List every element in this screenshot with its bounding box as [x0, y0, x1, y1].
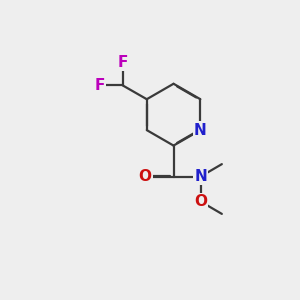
- Text: F: F: [95, 78, 105, 93]
- Text: F: F: [117, 55, 128, 70]
- Text: N: N: [194, 123, 207, 138]
- Text: N: N: [194, 169, 207, 184]
- Text: O: O: [139, 169, 152, 184]
- Text: O: O: [194, 194, 207, 209]
